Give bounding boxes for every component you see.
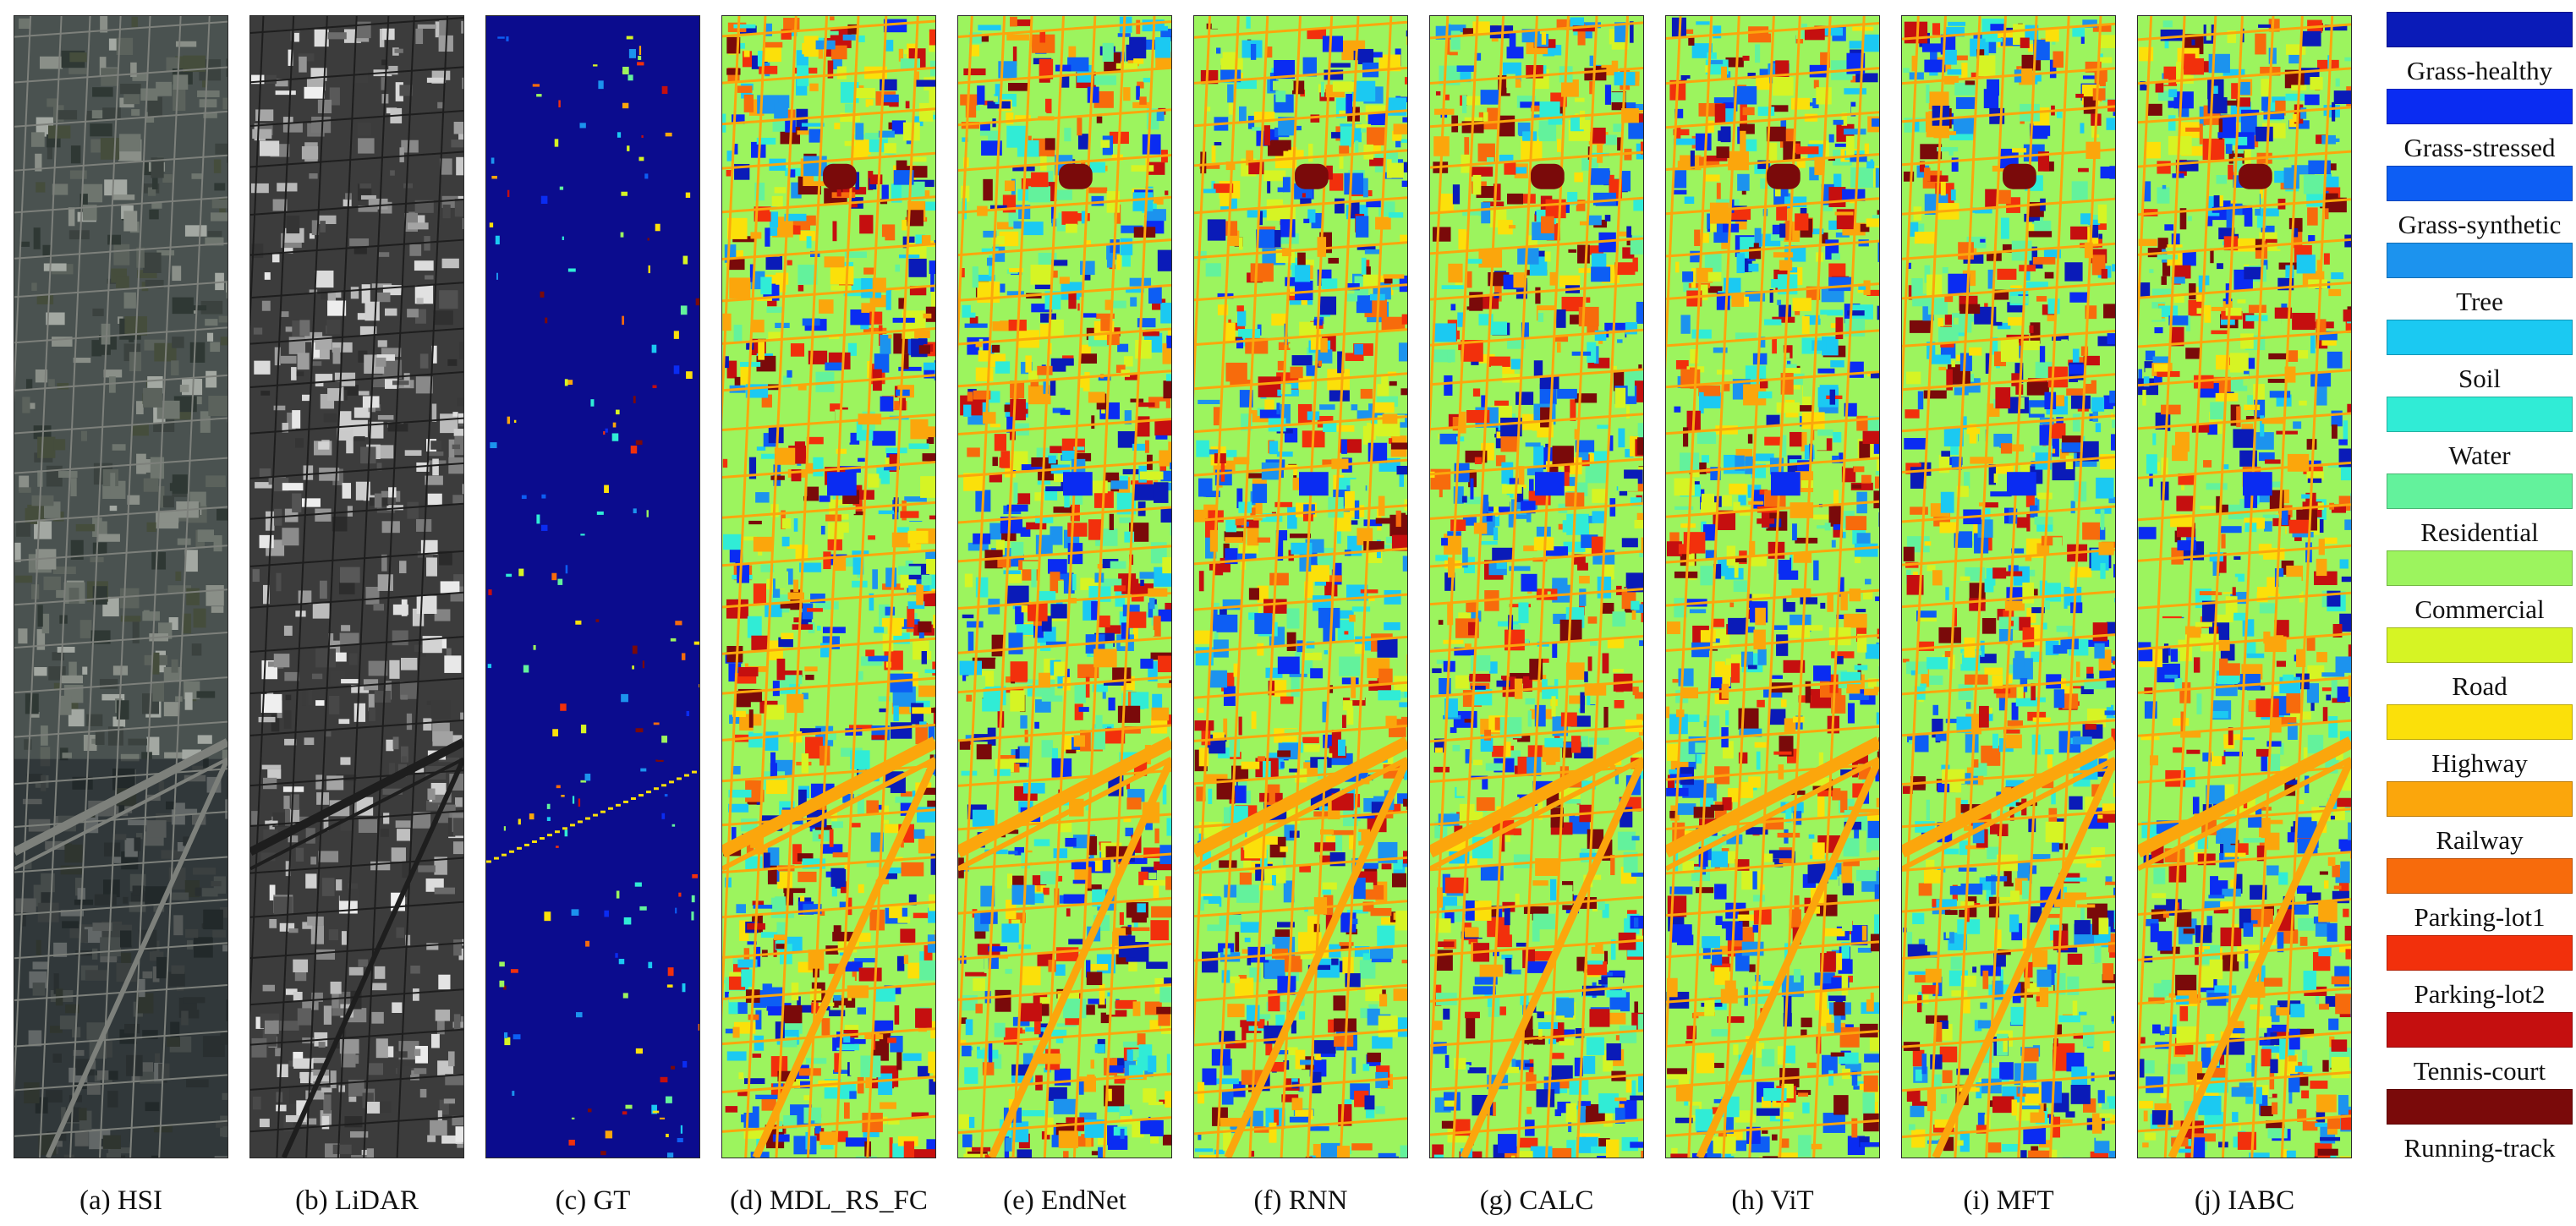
- legend-swatch: [2387, 473, 2573, 509]
- legend-swatch: [2387, 627, 2573, 663]
- caption-vit: (h) ViT: [1731, 1185, 1814, 1216]
- caption-endnet: (e) EndNet: [1003, 1185, 1126, 1216]
- legend-label: Residential: [2420, 517, 2539, 547]
- legend-label: Railway: [2436, 825, 2524, 855]
- caption-calc: (g) CALC: [1479, 1185, 1594, 1216]
- panel-lidar: [249, 15, 464, 1158]
- panel-calc-image: [1430, 16, 1643, 1158]
- legend-swatch: [2387, 781, 2573, 817]
- legend-swatch: [2387, 935, 2573, 971]
- caption-gt: (c) GT: [555, 1185, 631, 1216]
- legend-swatch: [2387, 320, 2573, 355]
- panel-calc: [1429, 15, 1644, 1158]
- class-legend: Grass-healthy Grass-stressed Grass-synth…: [2387, 12, 2573, 1196]
- legend-swatch: [2387, 858, 2573, 894]
- legend-swatch: [2387, 89, 2573, 124]
- legend-label: Water: [2448, 441, 2511, 470]
- legend-label: Soil: [2458, 364, 2501, 393]
- legend-label: Grass-stressed: [2403, 133, 2556, 162]
- panel-mft-image: [1902, 16, 2115, 1158]
- panel-hsi-image: [14, 16, 227, 1158]
- legend-label: Tennis-court: [2413, 1056, 2546, 1086]
- panel-lidar-image: [250, 16, 463, 1158]
- legend-swatch: [2387, 550, 2573, 586]
- caption-hsi: (a) HSI: [79, 1185, 163, 1216]
- legend-swatch: [2387, 166, 2573, 201]
- panel-mdl: [721, 15, 936, 1158]
- legend-label: Grass-synthetic: [2398, 210, 2562, 239]
- panel-hsi: [14, 15, 228, 1158]
- caption-rnn: (f) RNN: [1253, 1185, 1348, 1216]
- panel-gt-image: [486, 16, 699, 1158]
- legend-swatch: [2387, 1089, 2573, 1125]
- legend-swatch: [2387, 12, 2573, 47]
- panel-mft: [1901, 15, 2116, 1158]
- legend-label: Running-track: [2403, 1133, 2556, 1163]
- legend-label: Grass-healthy: [2406, 56, 2553, 85]
- legend-label: Commercial: [2414, 594, 2545, 624]
- panel-vit-image: [1666, 16, 1879, 1158]
- panel-vit: [1665, 15, 1880, 1158]
- caption-lidar: (b) LiDAR: [295, 1185, 419, 1216]
- panel-endnet: [957, 15, 1172, 1158]
- caption-mft: (i) MFT: [1963, 1185, 2054, 1216]
- panel-gt: [485, 15, 700, 1158]
- panel-endnet-image: [958, 16, 1171, 1158]
- legend-label: Parking-lot1: [2414, 902, 2546, 932]
- legend-swatch: [2387, 704, 2573, 740]
- panel-mdl-image: [722, 16, 935, 1158]
- legend-label: Tree: [2456, 287, 2503, 316]
- panel-rnn: [1193, 15, 1408, 1158]
- legend-label: Parking-lot2: [2414, 979, 2546, 1009]
- legend-swatch: [2387, 397, 2573, 432]
- legend-label: Highway: [2431, 748, 2528, 778]
- caption-mdl: (d) MDL_RS_FC: [730, 1185, 928, 1216]
- panel-iabc: [2137, 15, 2352, 1158]
- legend-swatch: [2387, 1012, 2573, 1048]
- panel-iabc-image: [2138, 16, 2351, 1158]
- panel-rnn-image: [1194, 16, 1407, 1158]
- legend-label: Road: [2452, 671, 2507, 701]
- caption-iabc: (j) IABC: [2194, 1185, 2295, 1216]
- legend-swatch: [2387, 243, 2573, 278]
